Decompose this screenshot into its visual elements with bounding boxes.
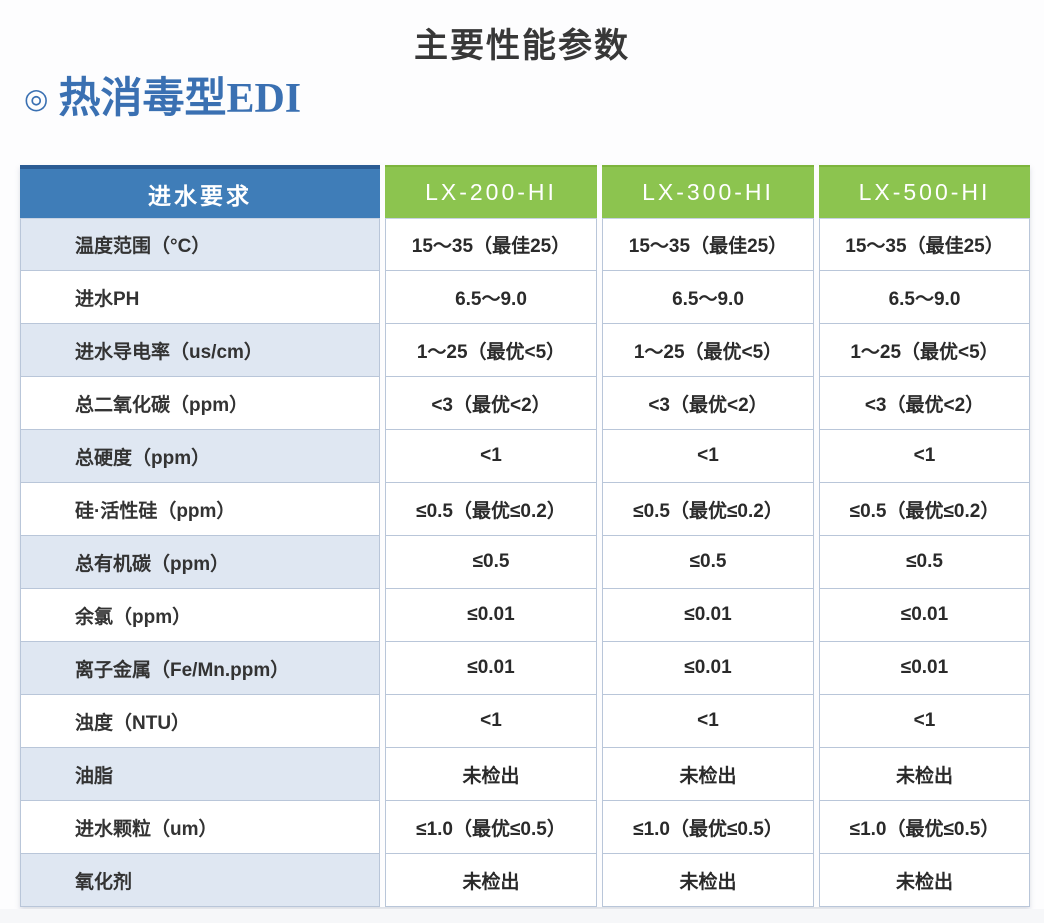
param-value-cell: ≤1.0（最优≤0.5）: [819, 801, 1030, 854]
param-value-cell: ≤0.5（最优≤0.2）: [385, 483, 597, 536]
param-value-cell: 未检出: [385, 748, 597, 801]
page-title: 主要性能参数: [414, 27, 630, 65]
section-title: 热消毒型EDI: [58, 76, 302, 122]
param-label-cell: 硅·活性硅（ppm）: [20, 483, 380, 536]
param-value-cell: ≤1.0（最优≤0.5）: [602, 801, 814, 854]
param-value-cell: ≤0.01: [385, 589, 597, 642]
param-value-cell: 未检出: [602, 748, 814, 801]
param-label-cell: 氧化剂: [20, 854, 380, 907]
param-label-cell: 进水颗粒（um）: [20, 801, 380, 854]
param-value-cell: 未检出: [385, 854, 597, 907]
param-value-cell: 6.5～9.0: [602, 271, 814, 324]
param-value-cell: ≤0.5: [385, 536, 597, 589]
param-label-cell: 总二氧化碳（ppm）: [20, 377, 380, 430]
param-label-cell: 离子金属（Fe/Mn.ppm）: [20, 642, 380, 695]
param-label-cell: 油脂: [20, 748, 380, 801]
column-header-inlet-requirements: 进水要求: [20, 165, 380, 218]
column-header-model: LX-200-HI: [385, 165, 597, 218]
param-value-cell: ≤0.01: [819, 642, 1030, 695]
param-value-cell: ≤0.5: [602, 536, 814, 589]
param-value-cell: 6.5～9.0: [819, 271, 1030, 324]
param-value-cell: <3（最优<2）: [602, 377, 814, 430]
model-column-1: LX-200-HI 15～35（最佳25） 6.5～9.0 1～25（最优<5） <3（…: [385, 165, 597, 907]
param-value-cell: 未检出: [819, 854, 1030, 907]
param-value-cell: 6.5～9.0: [385, 271, 597, 324]
param-label-cell: 余氯（ppm）: [20, 589, 380, 642]
param-value-cell: <1: [819, 695, 1030, 748]
performance-parameters-table: 进水要求 温度范围（°C） 进水PH 进水导电率（us/cm） 总二氧化碳（ppm） 总硬…: [20, 165, 1030, 907]
bullseye-bullet-icon: ◎: [24, 83, 49, 115]
param-value-cell: 15～35（最佳25）: [602, 218, 814, 271]
param-value-cell: ≤0.5: [819, 536, 1030, 589]
param-value-cell: ≤0.5（最优≤0.2）: [819, 483, 1030, 536]
column-header-model: LX-300-HI: [602, 165, 814, 218]
param-value-cell: <1: [602, 695, 814, 748]
param-value-cell: ≤0.01: [819, 589, 1030, 642]
footer-strip: [0, 909, 1044, 923]
model-column-3: LX-500-HI 15～35（最佳25） 6.5～9.0 1～25（最优<5） <3（…: [819, 165, 1030, 907]
param-value-cell: 15～35（最佳25）: [819, 218, 1030, 271]
param-value-cell: <1: [385, 695, 597, 748]
param-label-cell: 温度范围（°C）: [20, 218, 380, 271]
param-value-cell: <1: [602, 430, 814, 483]
param-value-cell: 1～25（最优<5）: [819, 324, 1030, 377]
param-value-cell: <1: [819, 430, 1030, 483]
param-value-cell: <3（最优<2）: [385, 377, 597, 430]
param-value-cell: 15～35（最佳25）: [385, 218, 597, 271]
param-value-cell: ≤0.5（最优≤0.2）: [602, 483, 814, 536]
section-heading: ◎ 热消毒型EDI: [24, 76, 301, 122]
param-label-cell: 进水PH: [20, 271, 380, 324]
param-value-cell: 1～25（最优<5）: [385, 324, 597, 377]
param-value-cell: 1～25（最优<5）: [602, 324, 814, 377]
param-value-cell: ≤0.01: [385, 642, 597, 695]
param-value-cell: ≤0.01: [602, 589, 814, 642]
param-value-cell: ≤1.0（最优≤0.5）: [385, 801, 597, 854]
param-value-cell: 未检出: [819, 748, 1030, 801]
param-label-cell: 总有机碳（ppm）: [20, 536, 380, 589]
param-value-cell: 未检出: [602, 854, 814, 907]
param-value-cell: <3（最优<2）: [819, 377, 1030, 430]
column-header-model: LX-500-HI: [819, 165, 1030, 218]
param-value-cell: ≤0.01: [602, 642, 814, 695]
param-label-column: 进水要求 温度范围（°C） 进水PH 进水导电率（us/cm） 总二氧化碳（ppm） 总硬…: [20, 165, 380, 907]
model-column-2: LX-300-HI 15～35（最佳25） 6.5～9.0 1～25（最优<5） <3（…: [602, 165, 814, 907]
param-label-cell: 浊度（NTU）: [20, 695, 380, 748]
param-label-cell: 总硬度（ppm）: [20, 430, 380, 483]
param-value-cell: <1: [385, 430, 597, 483]
param-label-cell: 进水导电率（us/cm）: [20, 324, 380, 377]
